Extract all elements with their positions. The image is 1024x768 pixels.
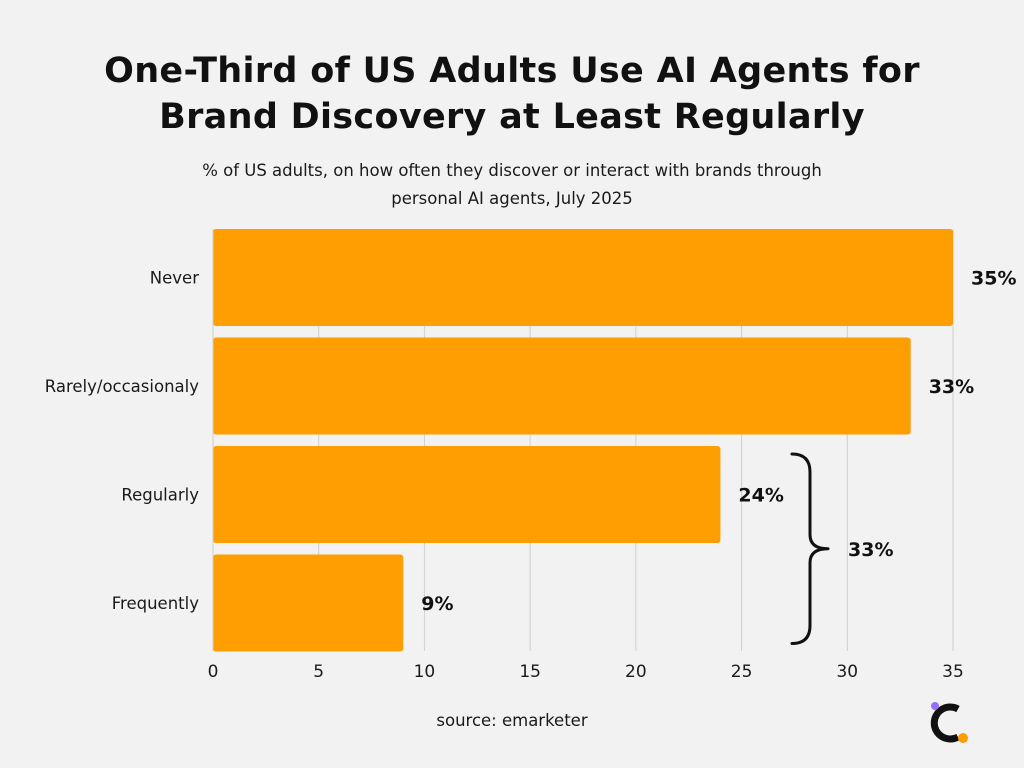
chart-subtitle-line-1: % of US adults, on how often they discov… xyxy=(202,161,822,180)
data-label: 24% xyxy=(738,485,783,507)
brace-annotation-label: 33% xyxy=(848,539,893,561)
bar xyxy=(213,446,721,543)
chart-subtitle: % of US adults, on how often they discov… xyxy=(0,157,1024,213)
c-logo-icon xyxy=(930,702,968,743)
x-tick-label: 15 xyxy=(519,662,541,682)
category-label: Regularly xyxy=(121,486,199,505)
chart-title: One-Third of US Adults Use AI Agents for… xyxy=(0,48,1024,140)
brace-annotation xyxy=(790,452,830,645)
x-tick-label: 5 xyxy=(313,662,324,682)
category-label: Never xyxy=(150,269,199,288)
x-tick-label: 35 xyxy=(942,662,964,682)
bar xyxy=(213,337,911,435)
chart-title-line-1: One-Third of US Adults Use AI Agents for xyxy=(104,51,920,91)
category-label: Rarely/occasionaly xyxy=(45,377,199,396)
data-label: 35% xyxy=(971,268,1016,290)
x-tick-label: 0 xyxy=(208,662,219,682)
x-tick-label: 10 xyxy=(414,662,436,682)
bar xyxy=(213,554,404,652)
source-note: source: emarketer xyxy=(436,711,588,730)
bar xyxy=(213,229,953,326)
chart-title-line-2: Brand Discovery at Least Regularly xyxy=(159,97,865,137)
x-tick-label: 30 xyxy=(836,662,858,682)
data-label: 33% xyxy=(929,376,974,398)
category-label: Frequently xyxy=(112,594,199,613)
data-label: 9% xyxy=(421,593,453,615)
x-tick-label: 20 xyxy=(625,662,647,682)
x-tick-label: 25 xyxy=(731,662,753,682)
chart-subtitle-line-2: personal AI agents, July 2025 xyxy=(391,189,633,208)
